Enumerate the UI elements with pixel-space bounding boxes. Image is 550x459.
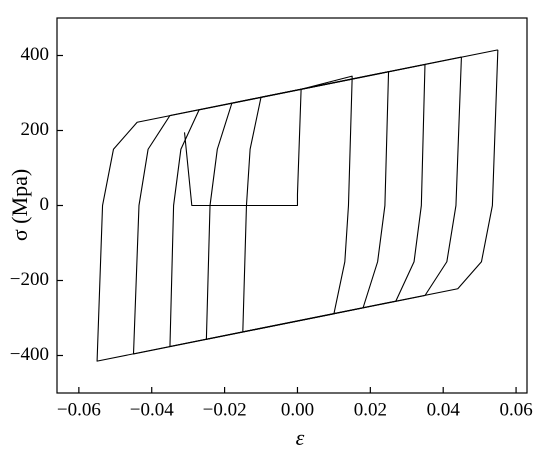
y-tick-label: −200 bbox=[10, 269, 49, 290]
y-tick-label: −400 bbox=[10, 344, 49, 365]
x-axis-label: ε bbox=[296, 425, 305, 450]
y-tick-label: 0 bbox=[40, 194, 50, 215]
curve bbox=[96, 49, 499, 362]
x-tick-label: 0.06 bbox=[499, 399, 532, 420]
y-axis-label: σ (Mpa) bbox=[7, 169, 32, 241]
x-tick-label: −0.06 bbox=[57, 399, 101, 420]
y-tick-label: 400 bbox=[21, 44, 50, 65]
x-tick-label: 0.00 bbox=[281, 399, 314, 420]
y-tick-label: 200 bbox=[21, 119, 50, 140]
x-tick-label: 0.04 bbox=[427, 399, 461, 420]
curve bbox=[183, 75, 353, 207]
x-tick-label: 0.02 bbox=[354, 399, 387, 420]
x-tick-label: −0.02 bbox=[203, 399, 247, 420]
x-tick-label: −0.04 bbox=[130, 399, 174, 420]
